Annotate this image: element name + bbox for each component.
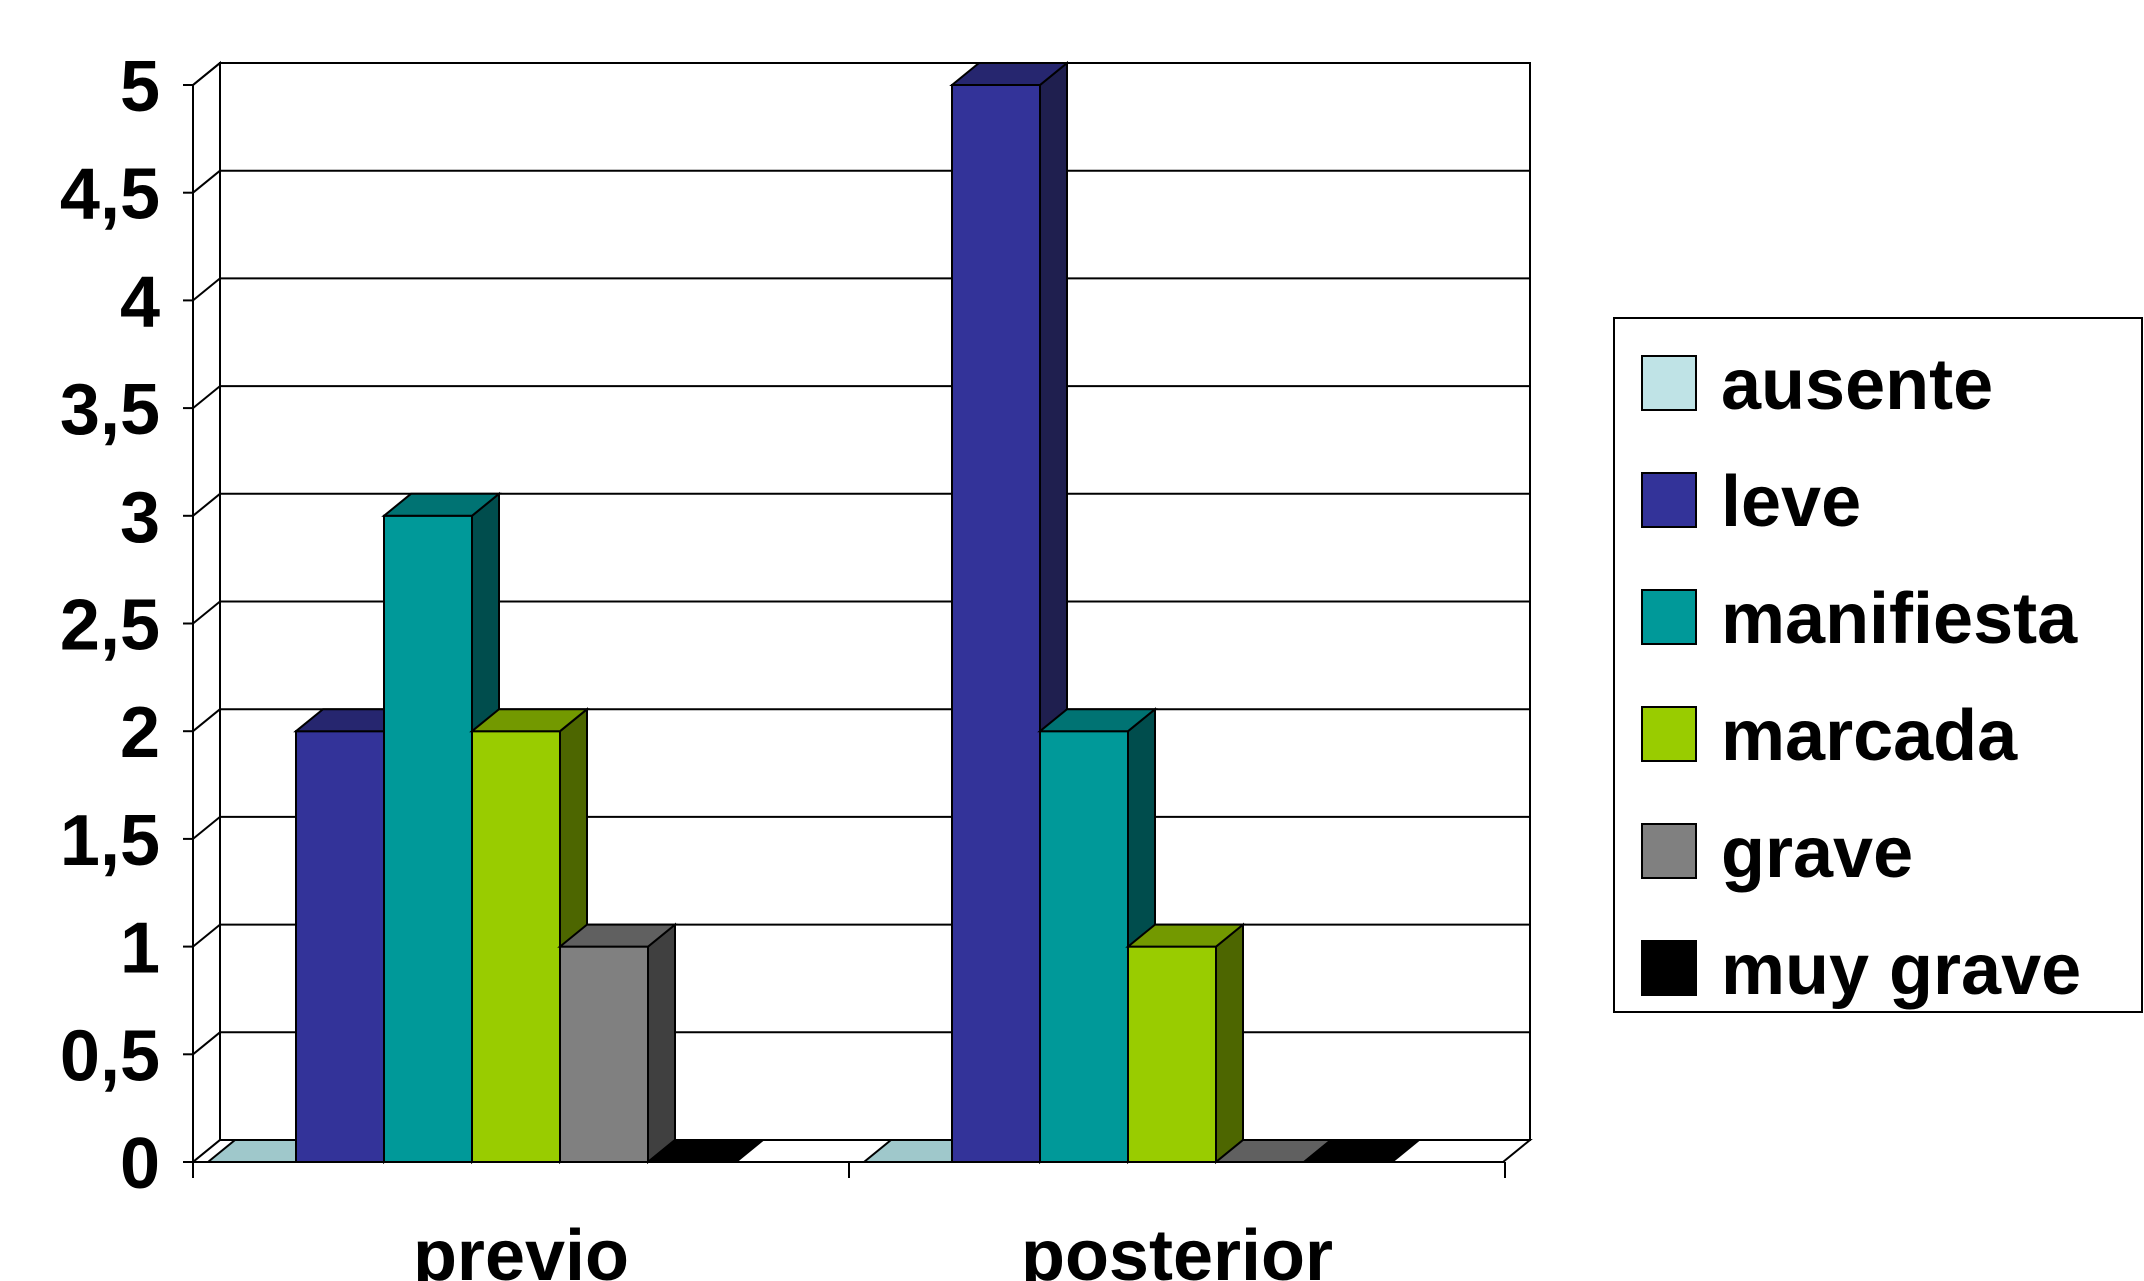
legend-label: manifiesta <box>1721 579 2078 659</box>
bar-marcada-posterior <box>1125 922 1246 1165</box>
bar-top <box>949 62 1070 86</box>
legend-label: grave <box>1721 813 1913 893</box>
gridline-side <box>192 923 221 948</box>
gridline-side <box>192 62 221 86</box>
x-tick-label: posterior <box>1021 1216 1333 1281</box>
legend: ausente leve manifiesta marcada grave muy gra… <box>1613 317 2143 1013</box>
legend-swatch <box>1641 472 1697 528</box>
legend-swatch <box>1641 823 1697 879</box>
y-tick-label: 4 <box>120 262 160 342</box>
y-tick-label: 0 <box>120 1124 160 1204</box>
legend-swatch <box>1641 706 1697 762</box>
bar-top <box>469 708 590 733</box>
gridline-side <box>192 708 221 732</box>
bar-side <box>1215 922 1244 1165</box>
gridline-side <box>192 1031 221 1056</box>
legend-label: muy grave <box>1721 930 2081 1010</box>
bar-top <box>381 492 502 517</box>
bar-front <box>559 945 649 1163</box>
legend-label: ausente <box>1721 345 1993 425</box>
y-tick-label: 2 <box>120 693 160 773</box>
gridline-side <box>192 493 221 517</box>
bar-front <box>1127 945 1217 1163</box>
bar-top <box>1125 923 1246 948</box>
y-tick-label: 5 <box>120 47 160 127</box>
bar-front <box>295 730 385 1163</box>
legend-box <box>1613 317 2143 1013</box>
legend-item-muy-grave: muy grave <box>1641 930 2081 1010</box>
y-tick-label: 2,5 <box>60 586 160 666</box>
y-tick-label: 1,5 <box>60 801 160 881</box>
gridline-side <box>192 169 221 194</box>
gridline-side <box>192 600 221 625</box>
legend-label: marcada <box>1721 696 2018 776</box>
legend-item-ausente: ausente <box>1641 345 1993 425</box>
y-tick-label: 1 <box>120 909 160 989</box>
legend-item-leve: leve <box>1641 462 1861 542</box>
bar-front <box>471 730 561 1163</box>
y-tick-label: 0,5 <box>60 1016 160 1096</box>
y-tick-label: 3,5 <box>60 370 160 450</box>
y-tick-label: 4,5 <box>60 155 160 235</box>
bar-front <box>1039 730 1129 1163</box>
legend-item-manifiesta: manifiesta <box>1641 579 2078 659</box>
legend-swatch <box>1641 940 1697 996</box>
legend-swatch <box>1641 589 1697 645</box>
legend-label: leve <box>1721 462 1861 542</box>
legend-item-marcada: marcada <box>1641 696 2018 776</box>
x-tick-label: previo <box>413 1216 629 1281</box>
legend-swatch <box>1641 355 1697 411</box>
gridline-side <box>192 816 221 840</box>
bar-top <box>1037 708 1158 733</box>
bar-side <box>647 922 676 1165</box>
gridline-side <box>192 385 221 409</box>
bars <box>205 60 1422 1165</box>
x-axis: previo posterior <box>192 1161 1506 1281</box>
y-tick-label: 3 <box>120 478 160 558</box>
bar-front <box>383 514 473 1163</box>
gridline-side <box>192 277 221 302</box>
y-axis: 0 0,5 1 1,5 2 2,5 3 3,5 4 4,5 5 <box>60 47 194 1204</box>
legend-item-grave: grave <box>1641 813 1913 893</box>
bar-grave-previo <box>557 922 678 1165</box>
bar-top <box>557 923 678 948</box>
bar-front <box>951 84 1041 1163</box>
